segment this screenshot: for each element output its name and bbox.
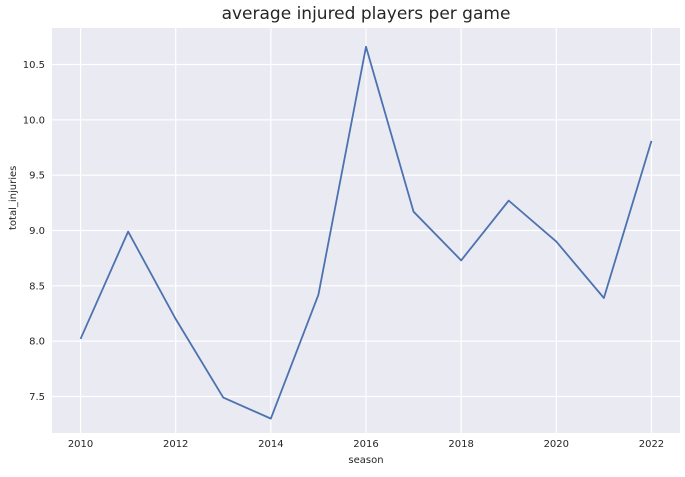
x-tick-label: 2018: [448, 439, 473, 450]
y-tick-label: 9.5: [29, 171, 45, 182]
tick-labels: 7.5 8.0 8.5 9.0 9.5 10.0 10.5 2010 2012 2014 2016 2…: [23, 60, 664, 450]
x-axis-label: season: [348, 455, 384, 466]
series-line-total_injuries: [79, 45, 653, 420]
data-series: [79, 45, 653, 420]
x-tick-label: 2014: [258, 439, 283, 450]
x-tick-label: 2016: [353, 439, 378, 450]
y-tick-label: 10.5: [23, 60, 45, 71]
y-axis-label: total_injuries: [8, 165, 19, 230]
y-tick-label: 10.0: [23, 115, 45, 126]
y-tick-label: 7.5: [29, 392, 45, 403]
x-tick-label: 2010: [68, 439, 93, 450]
x-tick-label: 2020: [544, 439, 569, 450]
chart-title: average injured players per game: [221, 4, 511, 24]
y-tick-label: 9.0: [29, 226, 45, 237]
x-tick-label: 2022: [639, 439, 664, 450]
x-tick-label: 2012: [163, 439, 188, 450]
y-tick-label: 8.5: [29, 281, 45, 292]
y-tick-label: 8.0: [29, 337, 45, 348]
